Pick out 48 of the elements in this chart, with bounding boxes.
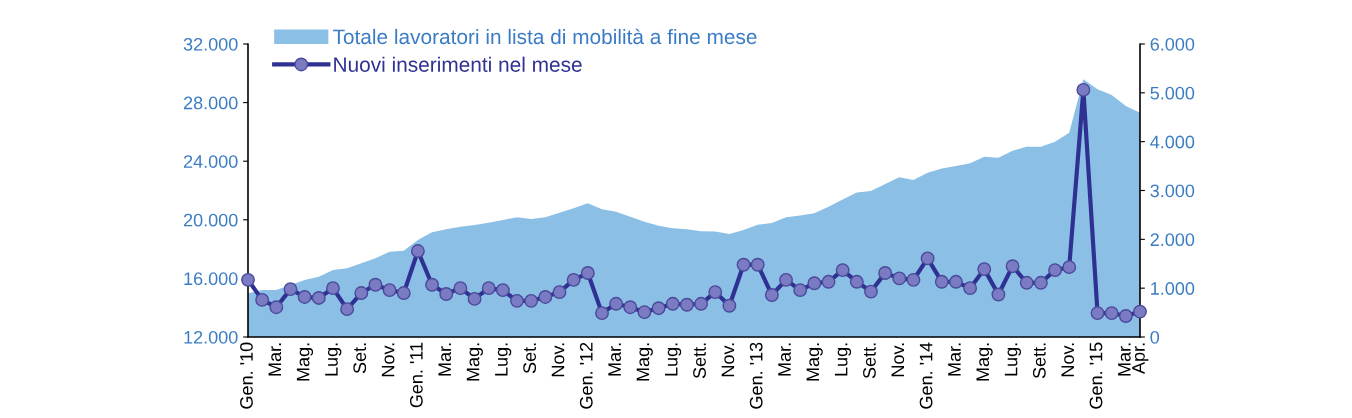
x-tick-label: Gen. '13 [749, 342, 763, 409]
x-tick-label: Mar. [778, 343, 791, 376]
y2-tick-label: 0 [1150, 330, 1160, 344]
y2-tick-label: 4.000 [1150, 135, 1195, 149]
y-tick-label: 20.000 [183, 213, 238, 227]
x-tick-label: Gen. '11 [409, 342, 423, 408]
x-tick-label: Lug. [325, 343, 342, 376]
y2-tick-label: 6.000 [1150, 37, 1195, 51]
x-tick-label: Gen. '14 [919, 342, 933, 409]
legend-label: Nuovi inserimenti nel mese [334, 56, 582, 72]
x-tick-label: Lug. [665, 343, 682, 376]
x-tick-label: Nov. [551, 343, 565, 377]
y-tick-label: 28.000 [183, 96, 238, 110]
y2-tick-label: 3.000 [1150, 184, 1195, 198]
x-tick-label: Lug. [834, 343, 852, 376]
x-tick-label: Gen. '15 [1089, 342, 1103, 409]
y-tick-label: 12.000 [184, 330, 238, 344]
y-tick-label: 24.000 [183, 155, 238, 168]
x-tick-label: Set. [523, 343, 537, 374]
x-tick-label: Mar. [948, 343, 961, 376]
x-tick-label: Lug. [1004, 343, 1021, 376]
x-tick-label: Mag. [976, 343, 993, 381]
x-tick-label: Mar. [608, 343, 621, 376]
x-tick-label: Nov. [891, 343, 905, 377]
x-tick-label: Sett. [1032, 343, 1046, 379]
x-tick-label: Sett. [863, 343, 876, 379]
x-tick-label: Mag. [806, 343, 823, 381]
y2-tick-label: 2.000 [1150, 233, 1195, 247]
x-tick-label: Nov. [721, 343, 735, 377]
x-tick-label: Mar. [1118, 343, 1131, 376]
y-tick-label: 16.000 [184, 272, 238, 286]
legend-label: Totale lavoratori in lista di mobilità a fine mese [332, 28, 757, 45]
x-tick-label: Sett. [693, 343, 706, 379]
x-tick-label: Mar. [268, 343, 282, 376]
x-tick-label: Mag. [636, 343, 653, 381]
x-tick-label: Lug. [495, 343, 512, 376]
x-tick-label: Gen. '12 [579, 342, 593, 409]
x-tick-label: Mag. [466, 343, 483, 381]
y2-tick-label: 1.000 [1151, 282, 1195, 295]
x-tick-label: Set. [353, 343, 367, 374]
y2-tick-label: 5.000 [1150, 86, 1195, 100]
x-tick-label: Mar. [438, 343, 452, 376]
x-tick-label: Gen. '10 [240, 342, 253, 409]
x-tick-label: Nov. [381, 343, 395, 377]
x-tick-label: Apr. [1132, 343, 1149, 374]
x-tick-label: Nov. [1061, 343, 1075, 377]
x-tick-label: Mag. [296, 343, 314, 381]
y-tick-label: 32.000 [183, 37, 238, 51]
